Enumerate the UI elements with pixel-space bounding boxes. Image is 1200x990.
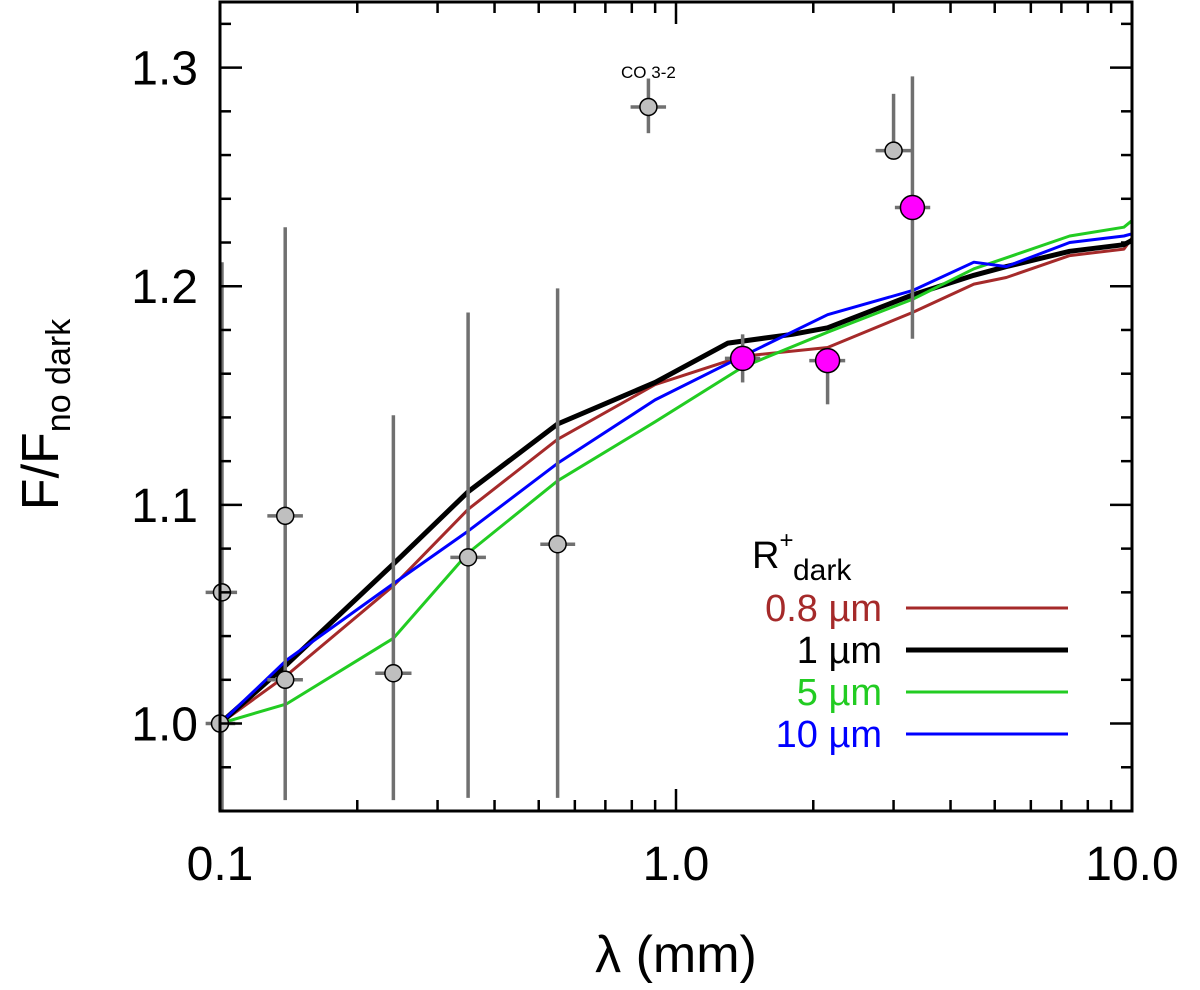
x-tick-label: 1.0 (643, 838, 710, 891)
observed-point (884, 141, 903, 160)
observed-point (275, 670, 295, 690)
x-axis-title: λ (mm) (595, 926, 757, 984)
highlight-point (814, 347, 841, 374)
y-tick-label: 1.2 (131, 261, 198, 314)
y-tick-label: 1.0 (131, 699, 198, 752)
legend-title-sub: dark (793, 554, 852, 587)
x-tick-label: 10.0 (1085, 838, 1178, 891)
legend-label-2: 1 µm (797, 630, 882, 672)
y-axis-title: F/Fno dark (12, 318, 78, 510)
series-line-3 (219, 219, 1133, 725)
series-line-4 (218, 232, 1133, 725)
observed-point (384, 664, 403, 683)
plot-frame (218, 0, 1134, 813)
y-tick-label: 1.1 (131, 480, 198, 533)
observed-point (639, 97, 658, 117)
series-layer (218, 219, 1134, 726)
tick-layer (218, 2, 1132, 813)
legend-title: R+dark (752, 527, 852, 587)
legend-title-main: R (752, 535, 779, 577)
legend-label-1: 0.8 µm (765, 588, 882, 630)
legend-label-3: 5 µm (797, 672, 882, 714)
observed-point (458, 548, 478, 567)
observed-point (548, 534, 567, 554)
label-layer: 0.1 1.0 10.0 1.0 1.1 1.2 1.3 (131, 43, 1178, 891)
observed-point (275, 506, 295, 526)
legend-title-sup: + (779, 527, 793, 554)
x-tick-label: 0.1 (187, 838, 254, 891)
series-line-2 (218, 238, 1134, 726)
annotation-co-3-2: CO 3-2 (621, 63, 676, 82)
legend-label-4: 10 µm (776, 714, 882, 756)
y-tick-label: 1.3 (131, 43, 198, 96)
y-axis-title-sub: no dark (40, 318, 78, 432)
y-axis-title-main: F/F (12, 432, 70, 510)
highlight-point (899, 194, 926, 221)
highlight-point (729, 345, 756, 372)
